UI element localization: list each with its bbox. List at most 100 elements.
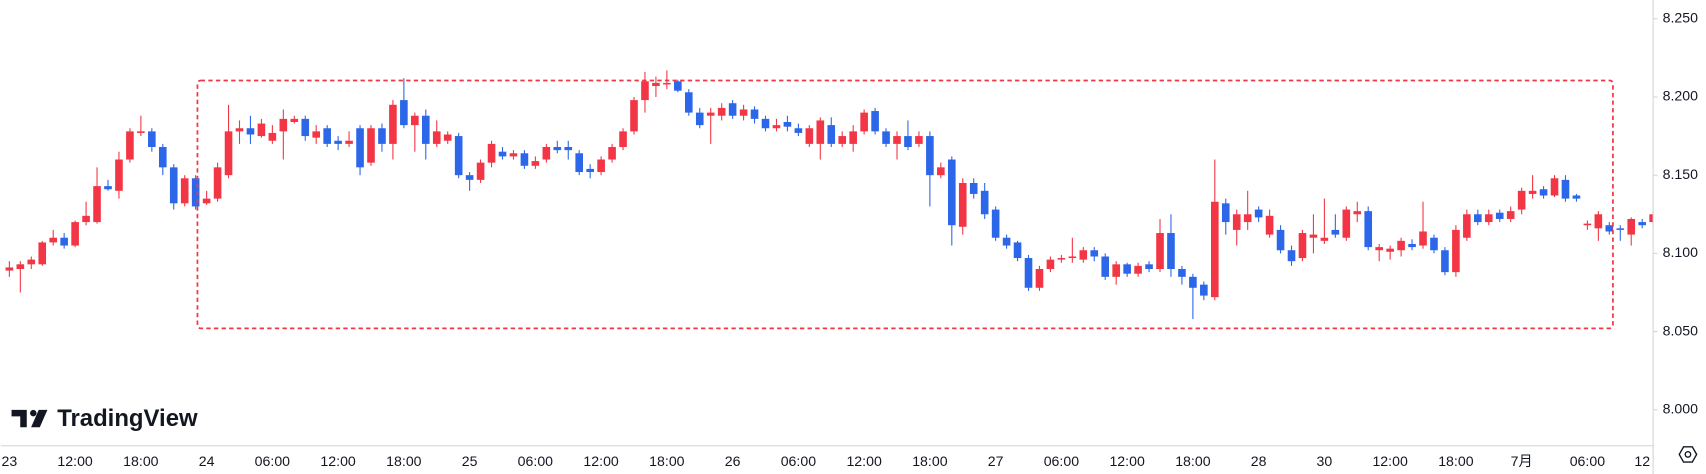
candle-body [1452,229,1460,273]
candle-body [137,131,145,133]
x-tick-label: 06:00 [1044,453,1079,469]
candle-body [246,128,255,135]
x-tick-label: 12:00 [1109,453,1144,469]
x-tick-label: 28 [1251,453,1267,469]
x-tick-label: 12:00 [583,453,618,469]
candle-body [969,182,978,194]
x-tick-label: 25 [462,453,478,469]
candle-body [1386,248,1394,252]
candle-body [937,167,945,176]
candle-body [180,178,189,204]
candle-body [1211,201,1219,298]
candle-body [750,109,759,119]
y-tick-label: 8.000 [1663,400,1698,416]
x-tick-label: 18:00 [123,453,158,469]
settings-icon[interactable] [1678,446,1698,463]
candle-body [104,186,112,190]
candle-body [1265,215,1274,235]
candle-body [674,81,682,91]
candle-body [126,131,134,160]
candle-body [509,153,518,157]
candle-body [1638,222,1646,226]
candle-body [1408,243,1416,248]
settings-icon[interactable] [1684,451,1692,458]
candle-body [1221,203,1230,223]
candle-body [1583,223,1592,226]
candle-body [904,136,912,148]
candle-body [608,147,616,160]
candle-body [1572,195,1581,199]
candle-body [169,167,178,204]
candle-body [49,237,58,243]
x-tick-label: 06:00 [518,453,553,469]
candle-body [838,136,847,144]
y-tick-label: 8.250 [1663,10,1698,26]
candle-body [5,267,14,271]
candle-body [148,131,156,148]
candle-body [443,134,452,141]
candle-body [1112,264,1120,277]
candle-body [38,242,47,265]
candle-body [411,115,419,126]
candle-body [871,111,879,132]
candle-body [882,131,890,144]
settings-icon[interactable] [1678,446,1698,463]
x-tick-label: 06:00 [1570,453,1605,469]
x-tick-label: 24 [199,453,215,469]
candle-body [1057,258,1066,260]
candle-body [400,100,408,126]
candle-body [761,118,770,129]
logo-icon [30,409,37,417]
candle-body [1178,269,1186,277]
candle-body [1419,231,1427,246]
candle-body [1506,211,1515,219]
candle-body [1550,178,1559,196]
logo-icon [31,409,48,428]
candle-body [367,128,375,163]
candle-body [1024,258,1033,288]
candle-body [356,128,364,168]
candle-body [860,112,868,132]
candle-body [334,140,342,144]
candle-body [1145,264,1153,270]
candle-body [564,147,573,151]
candle-body [82,215,90,223]
candle-body [158,147,167,168]
x-tick-label: 18:00 [649,453,684,469]
candle-body [224,131,233,176]
candle-body [1309,234,1318,238]
candle-body [827,125,836,144]
candle-body [531,161,540,166]
candle-body [421,115,430,144]
candle-body [1539,189,1548,196]
x-tick-label: 7月 [1511,453,1533,469]
candle-body [706,112,715,116]
x-tick-label: 27 [988,453,1004,469]
candle-body [1101,256,1110,277]
candle-body [268,132,277,141]
candle-body [728,103,737,116]
candle-body [1287,250,1296,262]
x-tick-label: 12:00 [320,453,355,469]
candle-body [695,112,704,126]
candle-body [772,125,781,129]
x-tick-label: 06:00 [781,453,816,469]
x-tick-label: 18:00 [1175,453,1210,469]
candle-body [991,209,1000,238]
candle-body [1331,229,1340,235]
candle-body [1495,212,1504,219]
candle-body [93,186,101,223]
x-tick-label: 23 [2,453,18,469]
candle-body [597,159,605,173]
candle-body [980,190,989,215]
candle-body [27,259,36,265]
logo: TradingView [11,405,198,432]
candle-body [498,151,507,157]
candle-body [1298,233,1307,259]
candle-body [465,175,474,180]
candle-body [958,182,967,227]
y-tick-label: 8.200 [1663,88,1698,104]
candle-body [1528,190,1537,194]
candle-body [279,118,288,132]
